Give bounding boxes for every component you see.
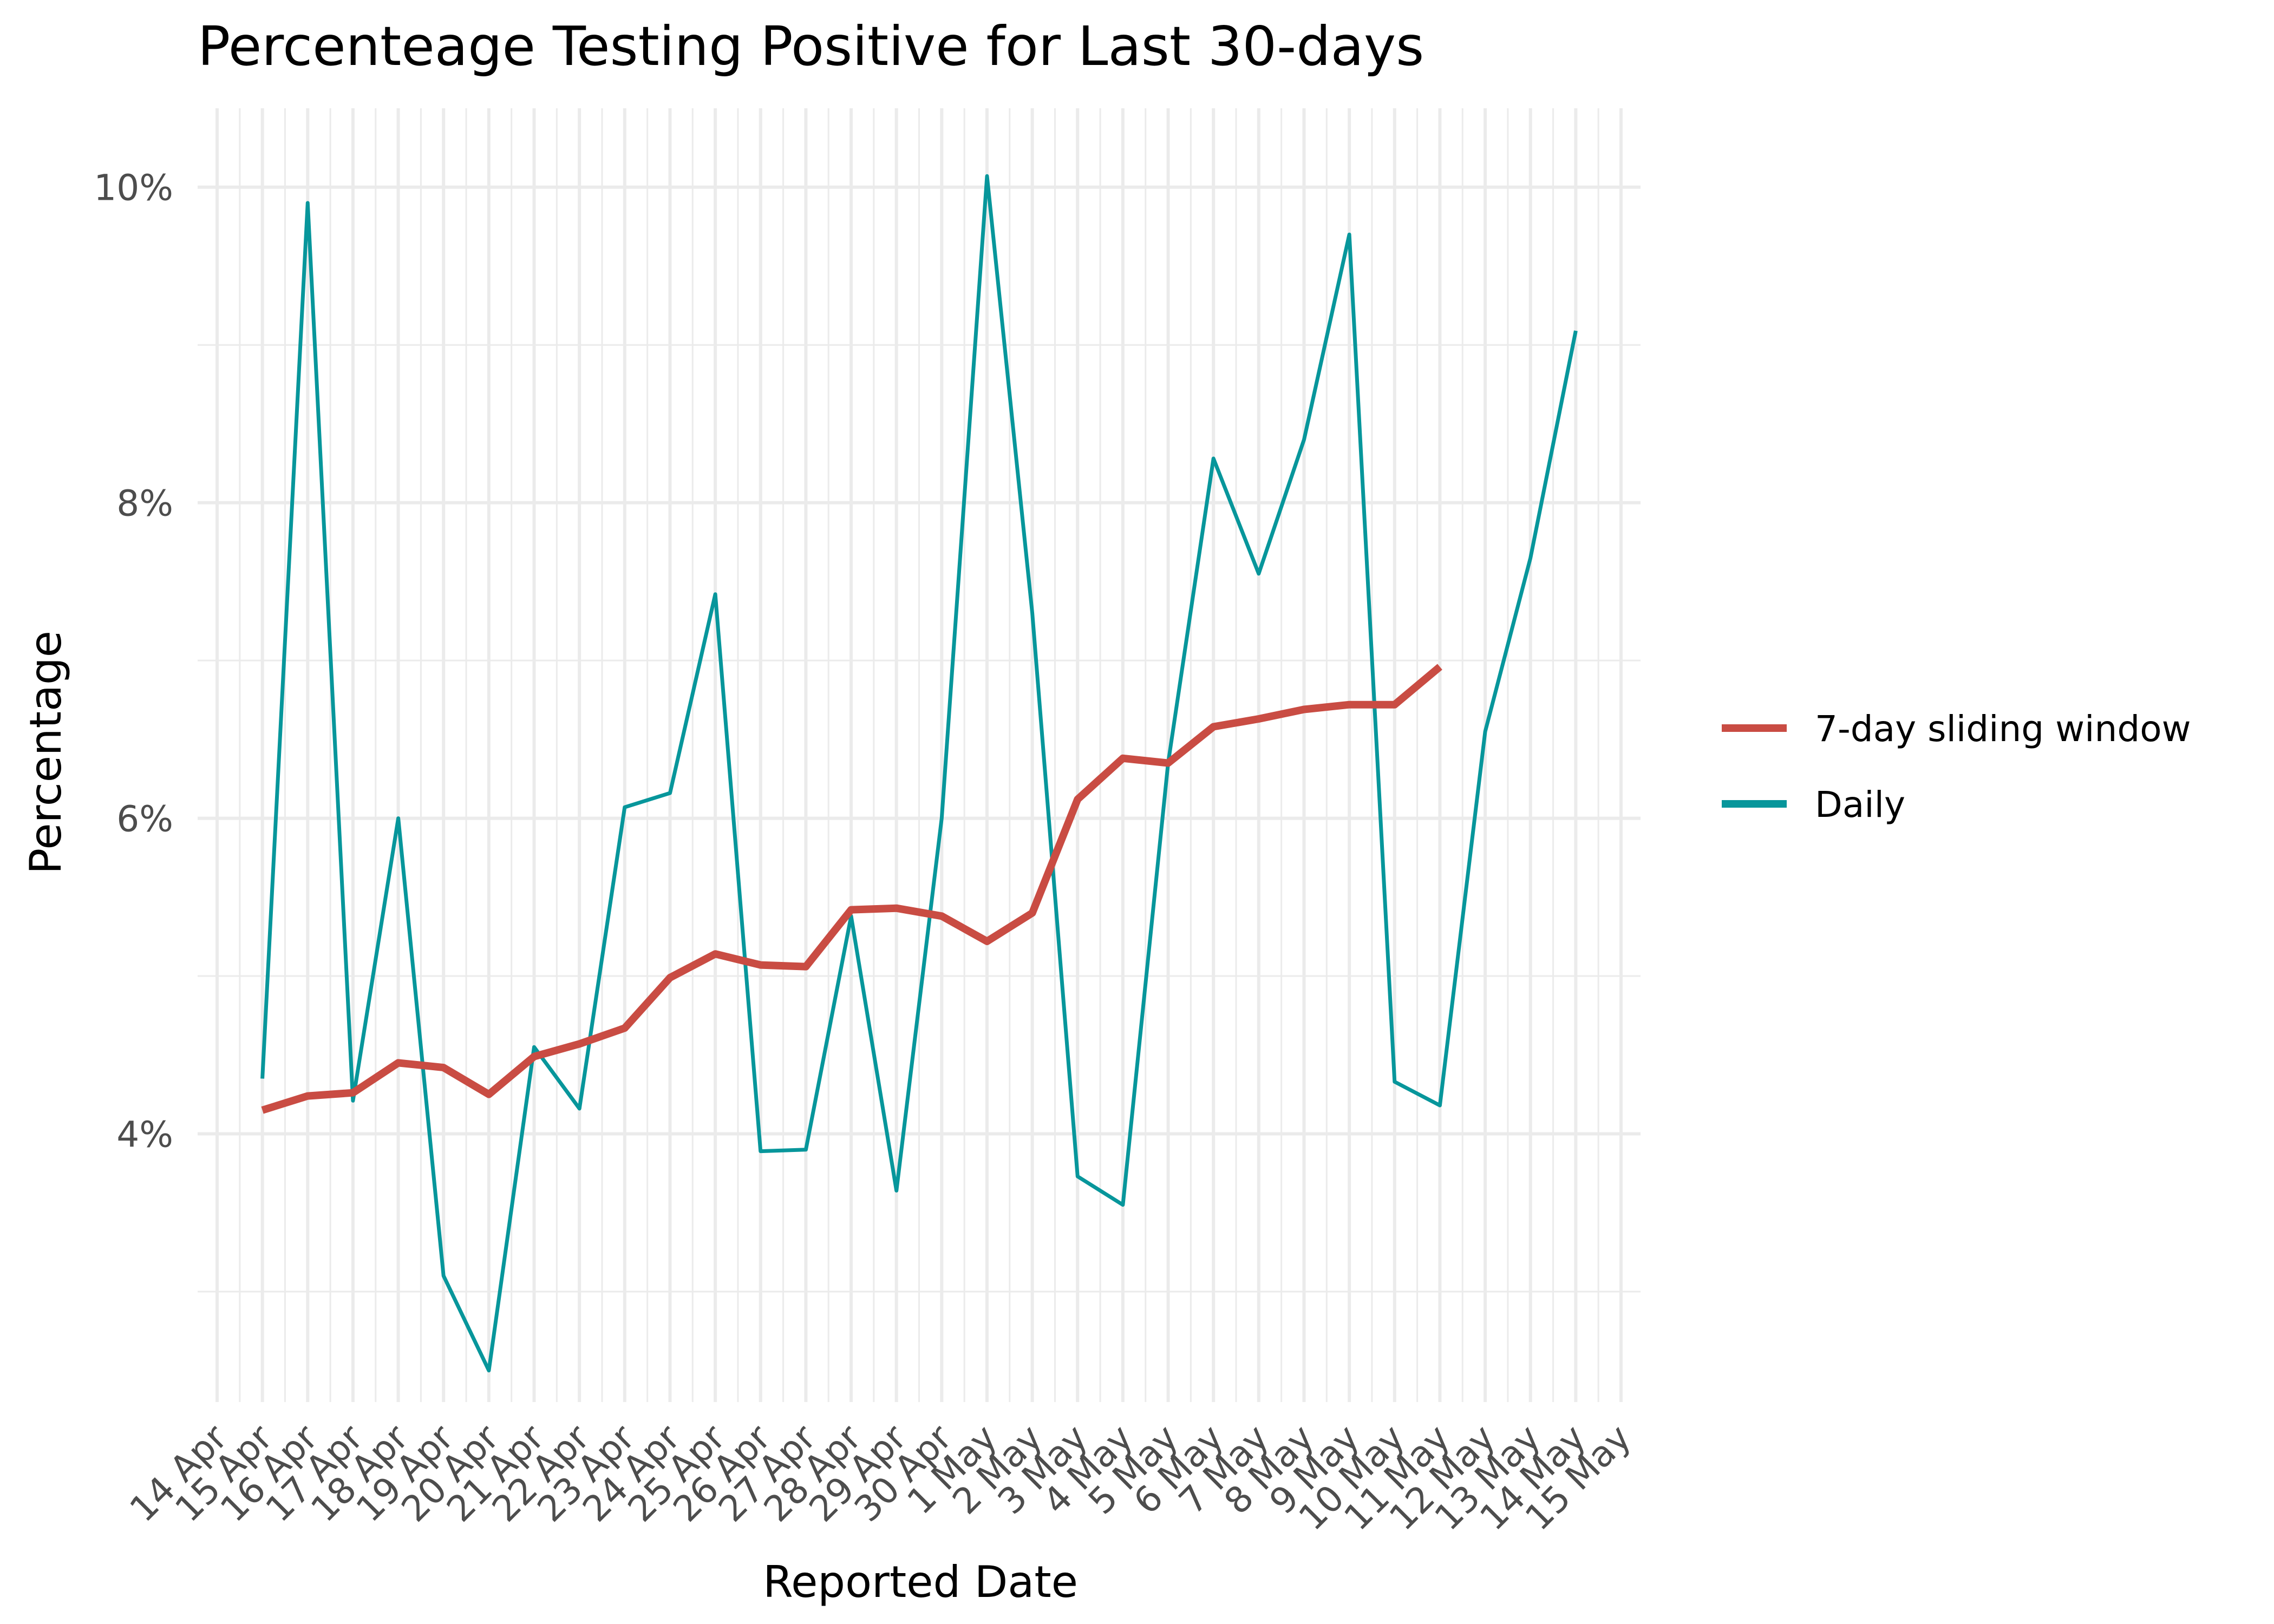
x-axis-title: Reported Date <box>763 1557 1078 1607</box>
legend-label: Daily <box>1815 784 1905 826</box>
data-series <box>260 174 1578 1373</box>
series-line-daily <box>260 174 1578 1373</box>
legend: 7-day sliding window Daily <box>1722 708 2191 826</box>
y-axis-ticks: 4% 6% 8% 10% <box>94 167 173 1156</box>
series-line-sliding-window <box>261 664 1442 1114</box>
grid-lines <box>198 108 1641 1402</box>
legend-label: 7-day sliding window <box>1815 708 2191 750</box>
chart-title: Percenteage Testing Positive for Last 30… <box>198 15 1424 78</box>
y-tick-label: 8% <box>116 483 173 525</box>
y-axis-title: Percentage <box>21 631 71 874</box>
y-tick-label: 6% <box>116 798 173 840</box>
y-tick-label: 10% <box>94 167 173 209</box>
y-tick-label: 4% <box>116 1114 173 1156</box>
